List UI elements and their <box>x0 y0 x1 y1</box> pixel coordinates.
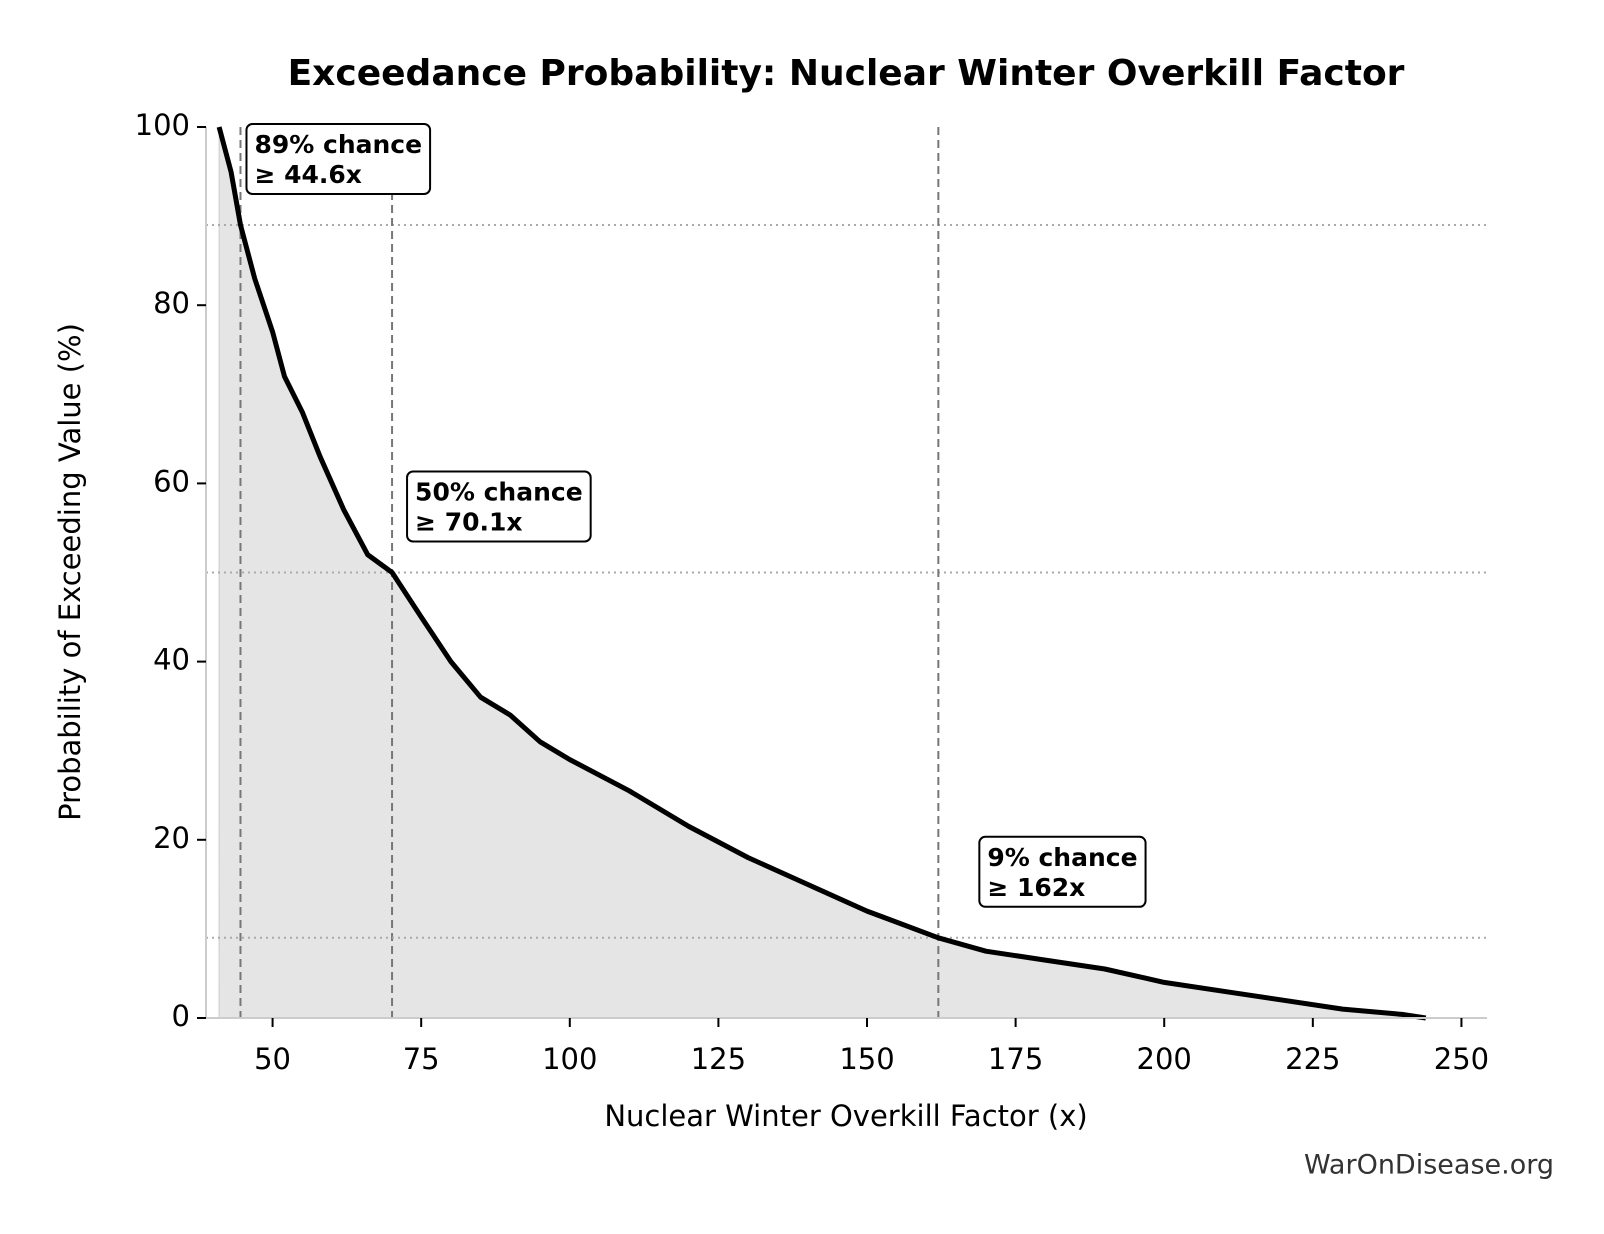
annotation-label: 89% chance <box>254 130 422 159</box>
x-tick-label: 150 <box>839 1042 894 1076</box>
annotation-label: 9% chance <box>987 843 1137 872</box>
y-tick-label: 20 <box>153 821 190 855</box>
x-tick-label: 50 <box>254 1042 291 1076</box>
annotation: 50% chance≥ 70.1x <box>406 470 592 543</box>
exceedance-curve <box>216 126 1427 1021</box>
x-tick-label: 250 <box>1434 1042 1489 1076</box>
annotation: 89% chance≥ 44.6x <box>245 123 432 196</box>
x-axis-label: Nuclear Winter Overkill Factor (x) <box>604 1099 1087 1133</box>
x-tick-label: 75 <box>403 1042 440 1076</box>
annotation-value: ≥ 162x <box>987 873 1085 902</box>
x-tick-label: 225 <box>1285 1042 1340 1076</box>
y-tick-label: 60 <box>153 464 190 498</box>
y-tick-label: 40 <box>153 643 190 677</box>
annotation: 9% chance≥ 162x <box>978 835 1147 908</box>
annotation-box <box>406 470 592 543</box>
annotation-label: 50% chance <box>415 478 583 507</box>
watermark: WarOnDisease.org <box>1304 1150 1554 1181</box>
x-tick-label: 175 <box>988 1042 1043 1076</box>
annotation-box <box>978 835 1147 908</box>
annotation-value: ≥ 70.1x <box>415 508 522 537</box>
y-axis-label: Probability of Exceeding Value (%) <box>53 323 87 821</box>
x-tick-label: 125 <box>691 1042 746 1076</box>
annotation-value: ≥ 44.6x <box>254 160 361 189</box>
y-tick-label: 80 <box>153 286 190 320</box>
y-tick-label: 100 <box>135 108 190 142</box>
x-tick-label: 100 <box>542 1042 597 1076</box>
chart-title: Exceedance Probability: Nuclear Winter O… <box>288 53 1405 94</box>
y-tick-label: 0 <box>172 999 190 1033</box>
x-tick-label: 200 <box>1137 1042 1192 1076</box>
annotation-box <box>245 123 432 196</box>
